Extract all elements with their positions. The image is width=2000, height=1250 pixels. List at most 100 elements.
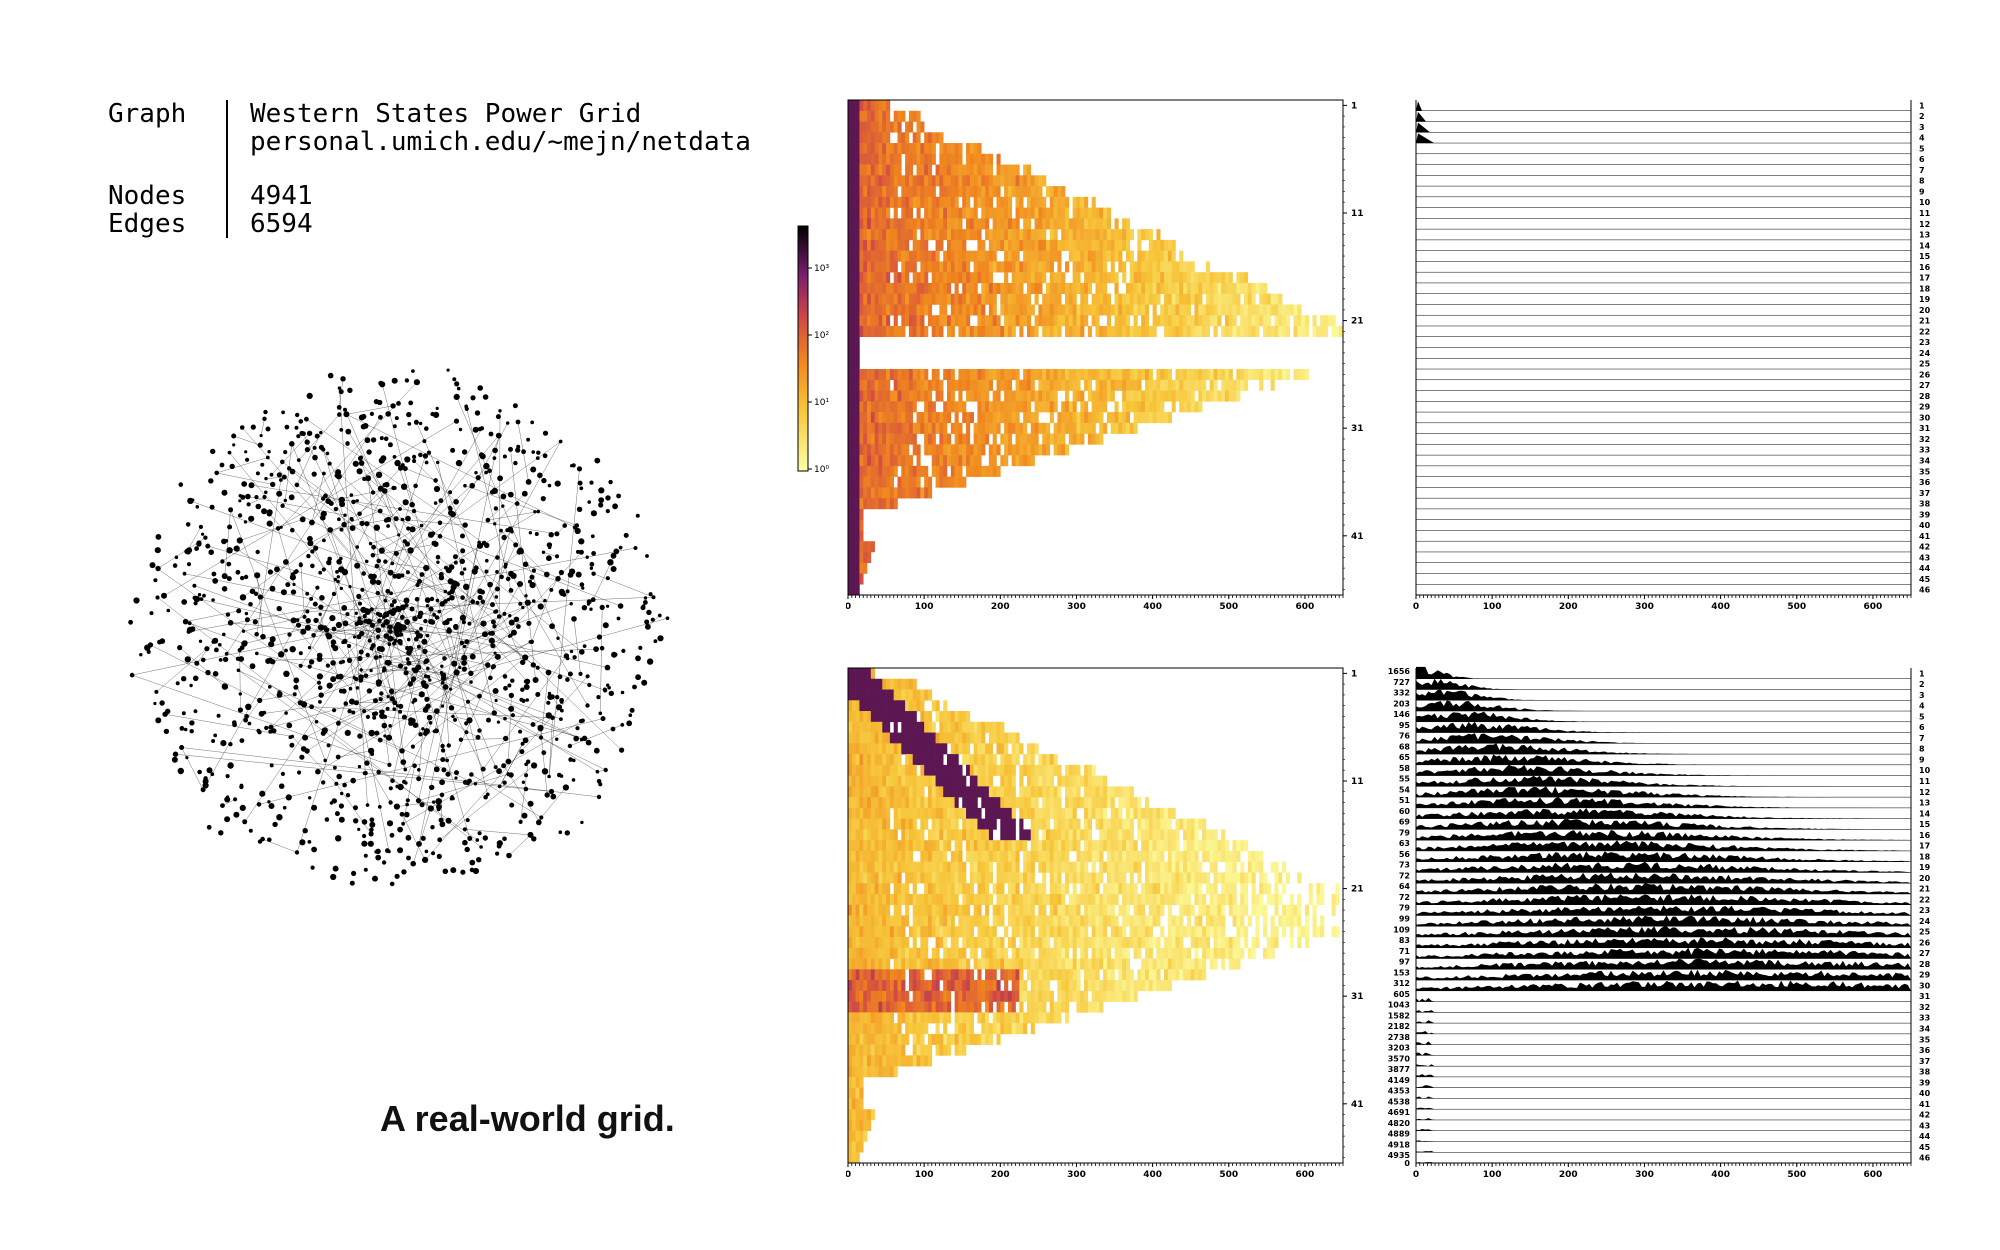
network-node (527, 831, 534, 838)
network-node (362, 614, 367, 619)
network-node (593, 646, 599, 652)
network-node (331, 677, 336, 681)
row-max-label: 58 (1399, 764, 1411, 773)
network-node (490, 665, 495, 670)
row-max-label: 109 (1393, 925, 1410, 934)
network-node (464, 730, 469, 735)
network-node (388, 724, 392, 728)
network-node (423, 660, 428, 665)
network-node (187, 497, 194, 505)
y-tick-label: 29 (1919, 403, 1931, 412)
network-node (370, 552, 376, 558)
network-node (375, 679, 383, 686)
network-node (608, 690, 614, 697)
network-node (401, 869, 407, 875)
x-tick-label: 100 (915, 602, 934, 612)
network-node (437, 837, 443, 843)
network-node (314, 719, 319, 724)
network-node (495, 851, 500, 856)
network-node (598, 487, 605, 494)
network-node (573, 735, 579, 742)
y-tick-label: 42 (1919, 543, 1930, 552)
network-node (454, 776, 458, 780)
network-node (239, 804, 246, 812)
network-node (133, 597, 140, 604)
network-node (232, 443, 236, 447)
colorbar-tick-label: 10⁰ (814, 465, 829, 474)
network-node (318, 612, 322, 616)
y-tick-label: 6 (1919, 723, 1925, 732)
network-node (503, 716, 507, 721)
network-node (559, 717, 563, 721)
network-node (508, 705, 515, 712)
network-node (538, 735, 544, 740)
network-node (268, 522, 272, 527)
network-node (435, 406, 439, 410)
network-node (371, 573, 377, 580)
network-node (257, 697, 263, 703)
y-tick-label: 33 (1919, 1014, 1930, 1023)
y-tick-label: 1 (1351, 101, 1357, 111)
network-node (221, 538, 227, 545)
network-node (626, 720, 633, 727)
x-tick-label: 400 (1711, 1170, 1730, 1180)
network-node (256, 802, 262, 807)
network-node (463, 483, 467, 488)
network-node (312, 454, 318, 461)
network-node (424, 849, 429, 854)
x-tick-label: 600 (1864, 1170, 1883, 1180)
network-node (440, 681, 445, 685)
network-node (322, 538, 326, 543)
network-node (521, 490, 528, 497)
network-node (264, 476, 268, 481)
y-tick-label: 13 (1919, 231, 1930, 240)
network-node (366, 618, 372, 625)
network-node (413, 483, 418, 489)
network-node (398, 709, 403, 714)
network-node (440, 743, 445, 749)
network-node (279, 525, 283, 529)
network-node (369, 411, 374, 416)
network-node (322, 471, 326, 476)
row-max-label: 73 (1399, 861, 1410, 870)
network-node (547, 545, 552, 550)
network-node (289, 468, 296, 475)
network-node (252, 619, 258, 625)
network-node (452, 377, 457, 382)
network-node (437, 520, 443, 526)
network-node (629, 707, 635, 713)
network-node (470, 599, 476, 605)
network-node (435, 798, 442, 805)
network-node (567, 571, 574, 578)
network-node (241, 629, 246, 633)
network-node (255, 471, 260, 476)
network-node (521, 780, 526, 784)
network-node (516, 624, 521, 629)
network-node (347, 643, 352, 649)
network-node (261, 508, 268, 515)
network-node (502, 780, 507, 785)
y-tick-label: 12 (1919, 220, 1930, 229)
network-node (387, 442, 393, 448)
y-tick-label: 22 (1919, 895, 1930, 904)
network-node (399, 641, 403, 646)
network-node (531, 450, 535, 454)
network-node (513, 460, 518, 466)
network-node (464, 846, 470, 853)
network-node (430, 619, 436, 625)
network-node (395, 605, 400, 610)
network-node (244, 617, 250, 623)
network-node (290, 734, 295, 739)
network-node (394, 873, 400, 879)
network-node (462, 522, 468, 528)
network-node (307, 646, 312, 650)
network-node (358, 620, 364, 626)
y-tick-label: 8 (1919, 177, 1925, 186)
network-node (285, 794, 292, 801)
network-node (433, 478, 438, 483)
network-node (280, 589, 287, 596)
network-node (427, 805, 434, 812)
network-node (423, 728, 430, 735)
network-node (436, 807, 441, 812)
row-max-label: 72 (1399, 871, 1410, 880)
